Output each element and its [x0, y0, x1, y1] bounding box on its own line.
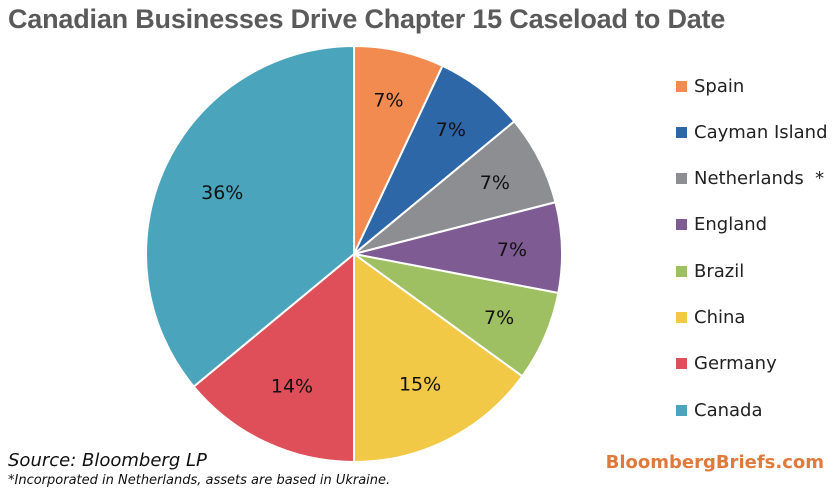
legend-swatch — [676, 219, 687, 231]
legend-item-england: England — [676, 213, 767, 237]
legend-item-china: China — [676, 306, 745, 330]
pie-slice-china — [353, 252, 524, 464]
legend-label: Germany — [694, 353, 777, 375]
legend-swatch — [676, 173, 687, 185]
chart-title: Canadian Businesses Drive Chapter 15 Cas… — [8, 4, 726, 34]
pie-slice-canada — [145, 44, 355, 388]
brand-logo: BloombergBriefs.com — [605, 452, 824, 473]
legend-label: Spain — [694, 75, 745, 97]
legend-swatch — [676, 80, 687, 92]
pie-label-brazil: 7% — [484, 307, 514, 329]
pie-label-spain: 7% — [373, 90, 403, 112]
legend-item-spain: Spain — [676, 74, 744, 98]
footnote: *Incorporated in Netherlands, assets are… — [8, 473, 391, 488]
pie-label-canada: 36% — [201, 182, 243, 204]
legend-item-canada: Canada — [676, 398, 763, 422]
pie-slice-germany — [192, 251, 355, 464]
pie-label-caymanisland: 7% — [436, 119, 466, 141]
pie-label-china: 15% — [399, 374, 441, 396]
legend-label: Brazil — [694, 260, 745, 282]
legend-swatch — [676, 312, 687, 323]
legend-swatch — [676, 265, 687, 277]
legend-item-netherlands: Netherlands * — [676, 167, 824, 191]
legend-swatch — [676, 404, 687, 416]
pie-label-england: 7% — [497, 239, 527, 261]
legend-swatch — [676, 358, 687, 370]
legend-item-germany: Germany — [676, 352, 777, 376]
legend-label: Canada — [694, 399, 763, 421]
legend-label: Netherlands * — [694, 168, 825, 190]
legend-label: England — [694, 214, 768, 236]
legend-label: Cayman Island — [694, 121, 828, 143]
legend-item-caymanisland: Cayman Island — [676, 120, 828, 144]
legend-swatch — [676, 126, 687, 138]
pie-label-germany: 14% — [271, 376, 313, 398]
pie-label-netherlands: 7% — [480, 172, 510, 194]
legend-item-brazil: Brazil — [676, 259, 744, 283]
source-note: Source: Bloomberg LP — [8, 450, 207, 471]
legend-label: China — [694, 307, 746, 328]
